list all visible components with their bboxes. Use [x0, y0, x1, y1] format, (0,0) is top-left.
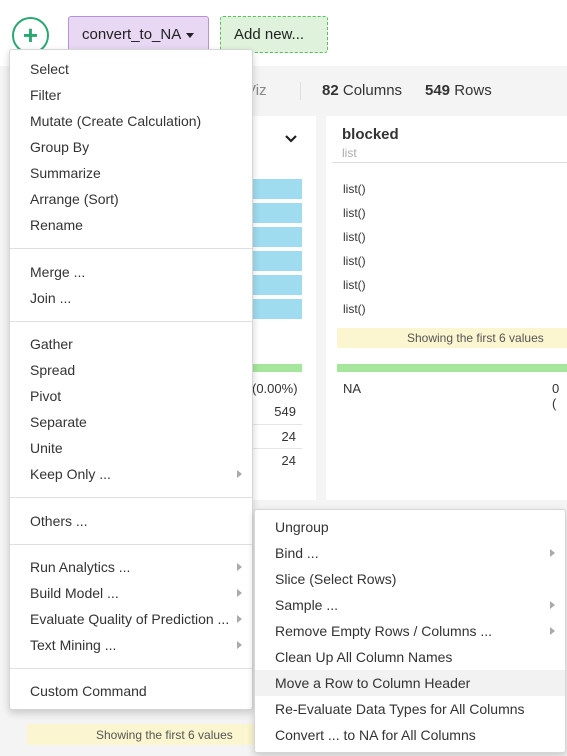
histogram-bar[interactable]	[252, 275, 302, 295]
menu-item-gather[interactable]: Gather	[30, 336, 73, 352]
submenu-item-sample[interactable]: Sample ...	[255, 592, 565, 618]
submenu-item-re-evaluate-types[interactable]: Re-Evaluate Data Types for All Columns	[275, 701, 525, 717]
submenu-item-convert-to-na[interactable]: Convert ... to NA for All Columns	[275, 727, 476, 743]
chevron-right-icon	[237, 615, 242, 623]
menu-divider	[10, 668, 252, 669]
chevron-right-icon	[237, 589, 242, 597]
histogram-bar[interactable]	[252, 227, 302, 247]
submenu-item-remove-empty-label: Remove Empty Rows / Columns ...	[275, 623, 493, 639]
menu-item-summarize[interactable]: Summarize	[30, 165, 101, 181]
menu-item-mutate[interactable]: Mutate (Create Calculation)	[30, 113, 202, 129]
menu-item-spread[interactable]: Spread	[30, 362, 76, 378]
plus-icon: +	[22, 19, 39, 50]
menu-item-arrange[interactable]: Arrange (Sort)	[30, 191, 119, 207]
stat-value: 24	[281, 453, 296, 468]
value-row: list()	[343, 278, 366, 292]
menu-item-custom-command[interactable]: Custom Command	[30, 683, 147, 699]
step-tab-label: convert_to_NA	[82, 26, 182, 43]
columns-count: 82 Columns	[322, 82, 402, 99]
rows-word: Rows	[454, 82, 492, 99]
menu-item-filter[interactable]: Filter	[30, 87, 62, 103]
histogram-bar[interactable]	[252, 203, 302, 223]
menu-divider	[10, 321, 252, 322]
submenu-item-bind-label: Bind ...	[275, 545, 319, 561]
value-row: list()	[343, 254, 366, 268]
add-step-button[interactable]: +	[12, 17, 49, 54]
chevron-right-icon	[550, 601, 555, 609]
rows-count: 549 Rows	[425, 82, 492, 99]
menu-divider	[10, 544, 252, 545]
menu-item-keep-only[interactable]: Keep Only ...	[10, 461, 252, 487]
menu-item-others[interactable]: Others ...	[30, 513, 88, 529]
menu-divider	[10, 248, 252, 249]
caret-down-icon	[186, 33, 195, 38]
chevron-right-icon	[237, 563, 242, 571]
chevron-right-icon	[550, 627, 555, 635]
submenu-item-slice[interactable]: Slice (Select Rows)	[275, 571, 397, 587]
chevron-right-icon	[550, 549, 555, 557]
menu-item-run-analytics-label: Run Analytics ...	[30, 559, 131, 575]
column-header-divider	[332, 162, 567, 163]
stat-value: 549	[274, 404, 296, 419]
menu-item-evaluate-quality[interactable]: Evaluate Quality of Prediction ...	[10, 606, 252, 632]
menu-item-text-mining[interactable]: Text Mining ...	[10, 632, 252, 658]
add-new-label: Add new...	[234, 26, 305, 43]
non-na-bar-left	[252, 364, 302, 372]
showing-values-note: Showing the first 6 values	[337, 328, 567, 348]
chevron-right-icon	[237, 470, 242, 478]
menu-item-keep-only-label: Keep Only ...	[30, 466, 111, 482]
na-percentage: (0.00%)	[252, 381, 298, 396]
columns-number: 82	[322, 82, 339, 99]
stat-divider	[252, 448, 302, 449]
step-tab-convert-to-na[interactable]: convert_to_NA	[68, 16, 209, 53]
submenu-item-sample-label: Sample ...	[275, 597, 339, 613]
histogram-bar[interactable]	[252, 251, 302, 271]
histogram-bar[interactable]	[252, 179, 302, 199]
menu-item-evaluate-quality-label: Evaluate Quality of Prediction ...	[30, 611, 230, 627]
menu-item-join[interactable]: Join ...	[30, 290, 72, 306]
info-divider	[300, 82, 301, 100]
chevron-right-icon	[237, 641, 242, 649]
submenu-item-move-row-to-header[interactable]: Move a Row to Column Header	[255, 670, 565, 696]
submenu-item-ungroup[interactable]: Ungroup	[275, 519, 329, 535]
menu-item-group-by[interactable]: Group By	[30, 139, 90, 155]
value-row: list()	[343, 206, 366, 220]
na-count: 0 (	[552, 381, 560, 411]
menu-item-rename[interactable]: Rename	[30, 217, 83, 233]
submenu-item-bind[interactable]: Bind ...	[255, 540, 565, 566]
na-label: NA	[343, 381, 362, 396]
menu-item-build-model-label: Build Model ...	[30, 585, 119, 601]
submenu-item-clean-up-names[interactable]: Clean Up All Column Names	[275, 649, 453, 665]
column-name[interactable]: blocked	[342, 126, 399, 143]
column-card-blocked	[326, 116, 567, 500]
menu-item-separate[interactable]: Separate	[30, 414, 87, 430]
menu-item-run-analytics[interactable]: Run Analytics ...	[10, 554, 252, 580]
submenu-item-remove-empty[interactable]: Remove Empty Rows / Columns ...	[255, 618, 565, 644]
showing-values-note-bottom: Showing the first 6 values	[27, 724, 267, 745]
menu-divider	[10, 497, 252, 498]
menu-item-merge[interactable]: Merge ...	[30, 264, 86, 280]
menu-item-unite[interactable]: Unite	[30, 440, 63, 456]
column-type: list	[342, 146, 357, 160]
rows-number: 549	[425, 82, 451, 99]
value-row: list()	[343, 302, 366, 316]
stat-value: 24	[281, 429, 296, 444]
menu-item-select[interactable]: Select	[30, 61, 69, 77]
step-type-menu: Select Filter Mutate (Create Calculation…	[9, 49, 253, 710]
chevron-down-icon[interactable]	[284, 132, 298, 146]
menu-item-text-mining-label: Text Mining ...	[30, 637, 117, 653]
others-submenu: Ungroup Bind ... Slice (Select Rows) Sam…	[254, 509, 566, 753]
menu-item-pivot[interactable]: Pivot	[30, 388, 62, 404]
menu-item-build-model[interactable]: Build Model ...	[10, 580, 252, 606]
value-row: list()	[343, 230, 366, 244]
value-row: list()	[343, 182, 366, 196]
add-new-button[interactable]: Add new...	[220, 16, 328, 53]
stat-divider	[252, 424, 302, 425]
columns-word: Columns	[342, 82, 403, 99]
non-na-bar	[337, 364, 567, 372]
histogram-bar[interactable]	[252, 299, 302, 319]
